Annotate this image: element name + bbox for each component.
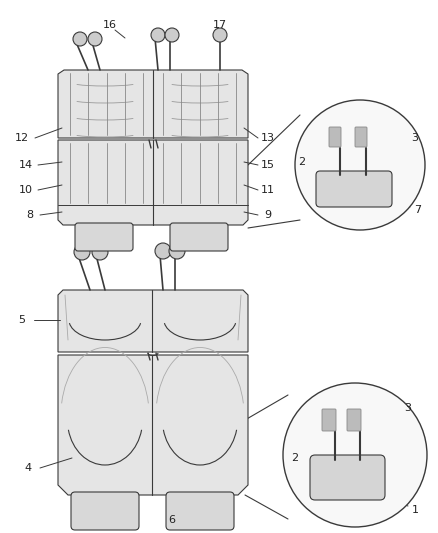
Circle shape	[88, 32, 102, 46]
Polygon shape	[58, 355, 248, 495]
Text: 17: 17	[213, 20, 227, 30]
Text: 7: 7	[414, 205, 421, 215]
Circle shape	[165, 28, 179, 42]
FancyBboxPatch shape	[355, 127, 367, 147]
Circle shape	[169, 243, 185, 259]
Text: 6: 6	[169, 515, 176, 525]
Text: 1: 1	[411, 505, 418, 515]
FancyBboxPatch shape	[170, 223, 228, 251]
Text: 4: 4	[25, 463, 32, 473]
FancyBboxPatch shape	[71, 492, 139, 530]
Polygon shape	[58, 140, 248, 225]
Text: 16: 16	[103, 20, 117, 30]
Text: 5: 5	[18, 315, 25, 325]
Polygon shape	[58, 70, 248, 138]
Circle shape	[155, 243, 171, 259]
FancyBboxPatch shape	[329, 127, 341, 147]
Text: 8: 8	[26, 210, 34, 220]
Text: 14: 14	[19, 160, 33, 170]
FancyBboxPatch shape	[75, 223, 133, 251]
Text: 15: 15	[261, 160, 275, 170]
FancyBboxPatch shape	[166, 492, 234, 530]
Circle shape	[283, 383, 427, 527]
Text: 3: 3	[411, 133, 418, 143]
Circle shape	[295, 100, 425, 230]
Text: 2: 2	[298, 157, 306, 167]
FancyBboxPatch shape	[316, 171, 392, 207]
FancyBboxPatch shape	[347, 409, 361, 431]
Circle shape	[151, 28, 165, 42]
Text: 12: 12	[15, 133, 29, 143]
Circle shape	[213, 28, 227, 42]
Circle shape	[73, 32, 87, 46]
FancyBboxPatch shape	[310, 455, 385, 500]
Text: 3: 3	[405, 403, 411, 413]
Text: 10: 10	[19, 185, 33, 195]
FancyBboxPatch shape	[322, 409, 336, 431]
Text: 13: 13	[261, 133, 275, 143]
Text: 9: 9	[265, 210, 272, 220]
Polygon shape	[58, 290, 248, 352]
Text: 11: 11	[261, 185, 275, 195]
Circle shape	[92, 244, 108, 260]
Text: 2: 2	[291, 453, 299, 463]
Circle shape	[74, 244, 90, 260]
